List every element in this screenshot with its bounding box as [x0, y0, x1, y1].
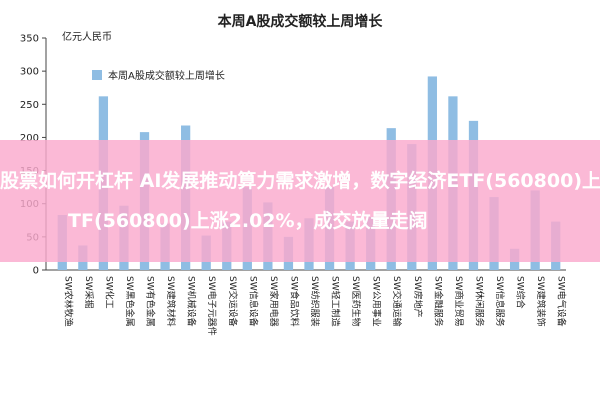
x-tick-label: SW食品饮料 — [288, 276, 300, 327]
x-tick-label: SW信息设备 — [247, 276, 259, 327]
x-tick-label: SW农林牧渔 — [62, 276, 74, 327]
x-tick-label: SW金融服务 — [432, 276, 444, 327]
legend-swatch — [92, 70, 102, 80]
y-tick-label: 250 — [20, 100, 39, 111]
x-tick-label: SW家用电器 — [268, 276, 280, 327]
x-tick-label: SW建筑材料 — [165, 276, 177, 327]
x-tick-label: SW建筑装饰 — [535, 276, 547, 327]
y-tick-label: 350 — [20, 34, 39, 45]
legend: 本周A股成交额较上周增长 — [92, 69, 225, 82]
x-axis-tick-labels: SW农林牧渔 SW采掘 SW化工 SW黑色金属 SW有色金属 SW建筑材料 SW机械设备 SW… — [62, 276, 567, 336]
x-tick-label: SW信息服务 — [494, 276, 506, 327]
banner-headline-continued: TF(560800)上涨2.02%，成交放量走阔 — [68, 210, 428, 232]
unit-label: 亿元人民币 — [62, 30, 112, 43]
x-tick-label: SW休闲服务 — [473, 276, 485, 327]
x-tick-label: SW机械设备 — [186, 276, 198, 327]
x-tick-label: SW化工 — [103, 276, 115, 309]
x-tick-label: SW交运设备 — [227, 276, 239, 327]
y-tick-label: 200 — [20, 133, 39, 144]
x-tick-label: SW公用事业 — [371, 276, 383, 327]
x-tick-label: SW黑色金属 — [124, 276, 136, 327]
overlay-banner: 股票如何开杠杆 AI发展推动算力需求激增，数字经济ETF(560800)上涨2.… — [0, 140, 600, 262]
x-tick-label: SW电子元器件 — [206, 276, 218, 336]
y-tick-label: 0 — [33, 266, 39, 277]
x-tick-label: SW交通运输 — [391, 276, 403, 327]
legend-label: 本周A股成交额较上周增长 — [108, 69, 225, 82]
x-tick-label: SW综合 — [515, 276, 527, 309]
x-tick-label: SW纺织服装 — [309, 276, 321, 327]
x-tick-label: SW房地产 — [412, 276, 424, 318]
y-tick-label: 300 — [20, 67, 39, 78]
x-tick-label: SW有色金属 — [145, 276, 157, 327]
x-tick-label: SW电气设备 — [556, 276, 568, 327]
chart-title: 本周A股成交额较上周增长 — [218, 13, 384, 30]
banner-headline: 股票如何开杠杆 AI发展推动算力需求激增，数字经济ETF(560800)上涨2.… — [0, 170, 600, 192]
x-tick-label: SW采掘 — [83, 276, 95, 309]
x-tick-label: SW轻工制造 — [330, 276, 342, 327]
x-tick-label: SW商业贸易 — [453, 276, 465, 327]
x-tick-label: SW医药生物 — [350, 276, 362, 327]
